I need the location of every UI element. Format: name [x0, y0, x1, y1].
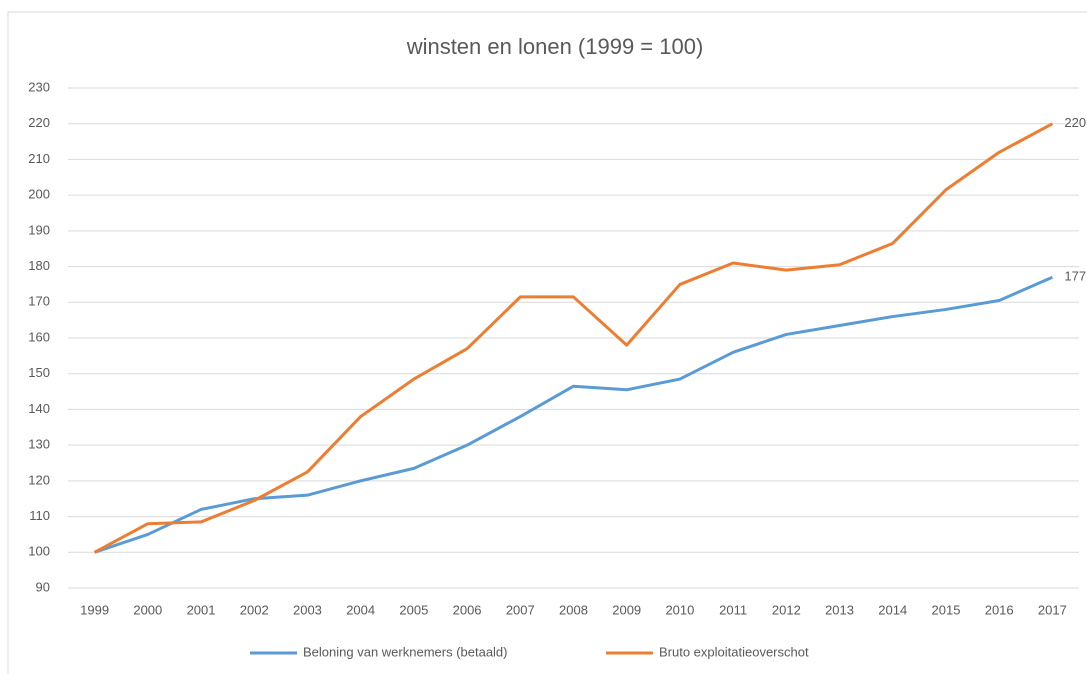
y-tick-label: 190 — [28, 222, 50, 237]
y-tick-label: 130 — [28, 437, 50, 452]
x-tick-label: 2008 — [559, 602, 588, 617]
x-tick-label: 2013 — [825, 602, 854, 617]
x-tick-label: 2000 — [133, 602, 162, 617]
y-tick-label: 180 — [28, 258, 50, 273]
y-tick-label: 120 — [28, 472, 50, 487]
y-tick-label: 200 — [28, 187, 50, 202]
series-line — [94, 275, 1053, 554]
x-tick-label: 2014 — [878, 602, 907, 617]
y-tick-label: 150 — [28, 365, 50, 380]
data-label: 220 — [1064, 115, 1086, 130]
y-tick-label: 110 — [29, 508, 50, 523]
x-tick-label: 2016 — [985, 602, 1014, 617]
x-tick-label: 2012 — [772, 602, 801, 617]
x-tick-label: 2007 — [506, 602, 535, 617]
y-tick-label: 140 — [28, 401, 50, 416]
y-tick-label: 230 — [28, 79, 50, 94]
chart-title: winsten en lonen (1999 = 100) — [406, 34, 704, 59]
x-tick-label: 2009 — [612, 602, 641, 617]
legend-label: Beloning van werknemers (betaald) — [303, 644, 508, 659]
y-tick-label: 90 — [36, 579, 50, 594]
x-tick-label: 2005 — [399, 602, 428, 617]
y-tick-label: 210 — [28, 151, 50, 166]
x-tick-label: 2002 — [240, 602, 269, 617]
x-tick-label: 2017 — [1038, 602, 1067, 617]
x-tick-label: 2010 — [665, 602, 694, 617]
y-tick-label: 100 — [28, 544, 50, 559]
y-tick-label: 160 — [28, 329, 50, 344]
chart-frame — [7, 11, 1087, 674]
series-line — [93, 122, 1054, 554]
x-tick-label: 2004 — [346, 602, 375, 617]
legend-label: Bruto exploitatieoverschot — [659, 644, 809, 659]
x-tick-label: 2015 — [932, 602, 961, 617]
x-tick-label: 1999 — [80, 602, 109, 617]
y-tick-label: 220 — [28, 115, 50, 130]
x-tick-label: 2001 — [187, 602, 216, 617]
x-tick-label: 2003 — [293, 602, 322, 617]
x-tick-label: 2006 — [453, 602, 482, 617]
y-tick-label: 170 — [28, 294, 50, 309]
data-label: 177 — [1064, 269, 1086, 284]
x-tick-label: 2011 — [719, 602, 747, 617]
